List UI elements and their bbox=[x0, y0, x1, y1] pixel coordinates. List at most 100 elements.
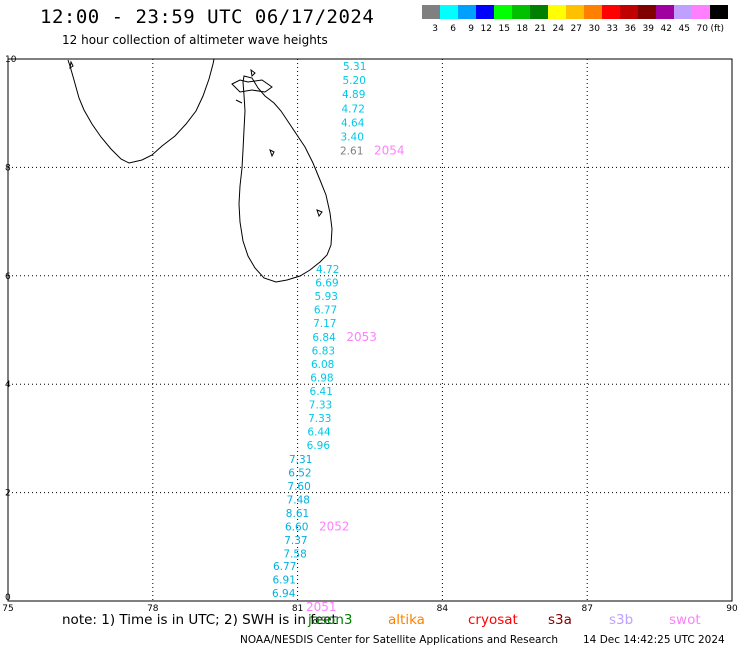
longitude-label: 90 bbox=[726, 604, 738, 612]
legend-swatch bbox=[422, 5, 440, 19]
track-2052: 7.31 6.527.60 7.488.61 6.607.37 7.58 2052 bbox=[283, 454, 349, 561]
legend-bin-label: 42 bbox=[661, 24, 672, 34]
track-2054: 5.31 5.20 4.89 4.72 4.64 3.40 2.61 2054 bbox=[340, 61, 405, 158]
legend-swatch bbox=[710, 5, 728, 19]
legend-bin-label: 9 bbox=[468, 24, 474, 34]
track-2051: 6.77 6.916.94 2051 bbox=[272, 561, 337, 612]
coastline-jaffna bbox=[231, 79, 273, 93]
legend-bin-label: 45 bbox=[679, 24, 690, 34]
latitude-label: 4 bbox=[5, 380, 11, 390]
legend-swatch bbox=[548, 5, 566, 19]
legend-swatch bbox=[638, 5, 656, 19]
longitude-label: 78 bbox=[147, 604, 159, 612]
legend-swatch bbox=[620, 5, 638, 19]
coastline-sri-lanka bbox=[238, 75, 333, 283]
generation-timestamp: 14 Dec 14:42:25 UTC 2024 bbox=[583, 634, 725, 646]
coastline-india bbox=[67, 58, 215, 164]
wave-height-legend: 3 6 9 12 15 18 21 24 27 30 33 36 39 42 45 70 (ft) bbox=[422, 5, 728, 34]
wave-height-value: 6.96 bbox=[307, 440, 331, 452]
legend-swatch bbox=[440, 5, 458, 19]
legend-swatch bbox=[494, 5, 512, 19]
wave-height-value: 4.72 bbox=[342, 103, 365, 115]
wave-height-value: 7.31 bbox=[289, 454, 312, 466]
pass-number-label: 2051 bbox=[306, 600, 337, 612]
legend-bin-label: 3 bbox=[432, 24, 438, 34]
map-subtitle: 12 hour collection of altimeter wave hei… bbox=[62, 33, 328, 47]
legend-bin-label: 15 bbox=[499, 24, 510, 34]
altimeter-tracks: 5.31 5.20 4.89 4.72 4.64 3.40 2.61 2054 4.72 6.69… bbox=[272, 61, 405, 612]
longitude-label: 84 bbox=[437, 604, 449, 612]
wave-height-value: 6.69 bbox=[315, 278, 338, 290]
credit-line: NOAA/NESDIS Center for Satellite Applica… bbox=[240, 634, 558, 646]
legend-swatch bbox=[458, 5, 476, 19]
legend-bin-label: 24 bbox=[553, 24, 565, 34]
legend-swatch bbox=[656, 5, 674, 19]
coastline-islet bbox=[250, 68, 256, 78]
legend-bin-label: 33 bbox=[607, 24, 618, 34]
legend-swatch bbox=[584, 5, 602, 19]
satellite-altika: altika bbox=[388, 612, 425, 628]
legend-bin-label: 39 bbox=[643, 24, 655, 34]
longitude-label: 75 bbox=[2, 604, 13, 612]
legend-swatch bbox=[512, 5, 530, 19]
wave-height-value: 6.98 bbox=[310, 372, 333, 384]
wave-height-value: 4.72 bbox=[316, 264, 339, 276]
latitude-label: 2 bbox=[5, 489, 11, 499]
legend-bin-label: 21 bbox=[535, 24, 546, 34]
satellite-s3b: s3b bbox=[609, 612, 634, 628]
pass-number-label: 2053 bbox=[346, 330, 377, 344]
lat-lon-grid bbox=[7, 58, 733, 602]
coastline-islet-4 bbox=[69, 60, 74, 70]
wave-height-value: 7.48 bbox=[287, 495, 310, 507]
latitude-label: 10 bbox=[5, 55, 17, 65]
wave-height-value: 7.17 bbox=[313, 318, 336, 330]
wave-height-value: 7.33 bbox=[309, 400, 332, 412]
wave-height-value: 6.77 bbox=[273, 561, 296, 573]
coastline-mannar-islet bbox=[235, 99, 243, 104]
satellite-jason3: jason3 bbox=[308, 612, 353, 628]
map-title: 12:00 - 23:59 UTC 06/17/2024 bbox=[40, 6, 375, 28]
wave-height-value: 6.60 bbox=[285, 522, 308, 534]
legend-unit: (ft) bbox=[710, 24, 724, 34]
wave-height-value: 6.52 bbox=[288, 468, 311, 480]
satellite-s3a: s3a bbox=[548, 612, 572, 628]
axis-labels: 0 2 4 6 8 10 75 78 81 84 87 90 bbox=[2, 55, 738, 612]
footer-note: note: 1) Time is in UTC; 2) SWH is in fe… bbox=[62, 612, 337, 628]
legend-bin-label: 6 bbox=[450, 24, 456, 34]
legend-swatch bbox=[566, 5, 584, 19]
wave-height-value: 6.83 bbox=[312, 345, 335, 357]
wave-height-value: 4.89 bbox=[342, 89, 365, 101]
wave-height-value: 7.33 bbox=[308, 413, 331, 425]
legend-bin-label: 36 bbox=[625, 24, 637, 34]
wave-height-value: 5.20 bbox=[343, 75, 366, 87]
legend-bin-label: 70 bbox=[697, 24, 709, 34]
satellite-cryosat: cryosat bbox=[468, 612, 518, 628]
wave-height-value: 2.61 bbox=[340, 146, 363, 158]
coastline-islet-3 bbox=[316, 209, 323, 218]
wave-height-value: 6.91 bbox=[273, 575, 296, 587]
legend-swatch bbox=[674, 5, 692, 19]
wave-height-value: 6.94 bbox=[272, 588, 296, 600]
legend-swatch bbox=[476, 5, 494, 19]
wave-height-value: 6.41 bbox=[310, 386, 333, 398]
wave-height-value: 6.08 bbox=[311, 359, 334, 371]
latitude-label: 8 bbox=[5, 163, 11, 173]
wave-height-value: 6.84 bbox=[312, 332, 336, 344]
satellite-swot: swot bbox=[669, 612, 701, 628]
wave-height-value: 7.58 bbox=[283, 549, 306, 561]
wave-height-value: 6.44 bbox=[307, 427, 331, 439]
wave-height-value: 5.31 bbox=[343, 61, 366, 73]
wave-height-value: 7.60 bbox=[287, 481, 310, 493]
wave-height-value: 6.77 bbox=[314, 305, 337, 317]
coastline-islet-2 bbox=[269, 149, 275, 158]
track-2053: 4.72 6.695.93 6.777.17 6.846.83 6.086.98 6.41… bbox=[307, 264, 377, 452]
legend-bin-label: 12 bbox=[481, 24, 492, 34]
pass-number-label: 2054 bbox=[374, 144, 405, 158]
wave-height-value: 7.37 bbox=[284, 535, 307, 547]
wave-height-map: 0 2 4 6 8 10 75 78 81 84 87 90 5.31 5.20 4.89 4.72 4.64… bbox=[2, 55, 738, 612]
wave-height-value: 3.40 bbox=[341, 132, 364, 144]
latitude-label: 0 bbox=[5, 593, 11, 603]
legend-swatch bbox=[692, 5, 710, 19]
longitude-label: 81 bbox=[292, 604, 303, 612]
pass-number-label: 2052 bbox=[319, 520, 350, 534]
